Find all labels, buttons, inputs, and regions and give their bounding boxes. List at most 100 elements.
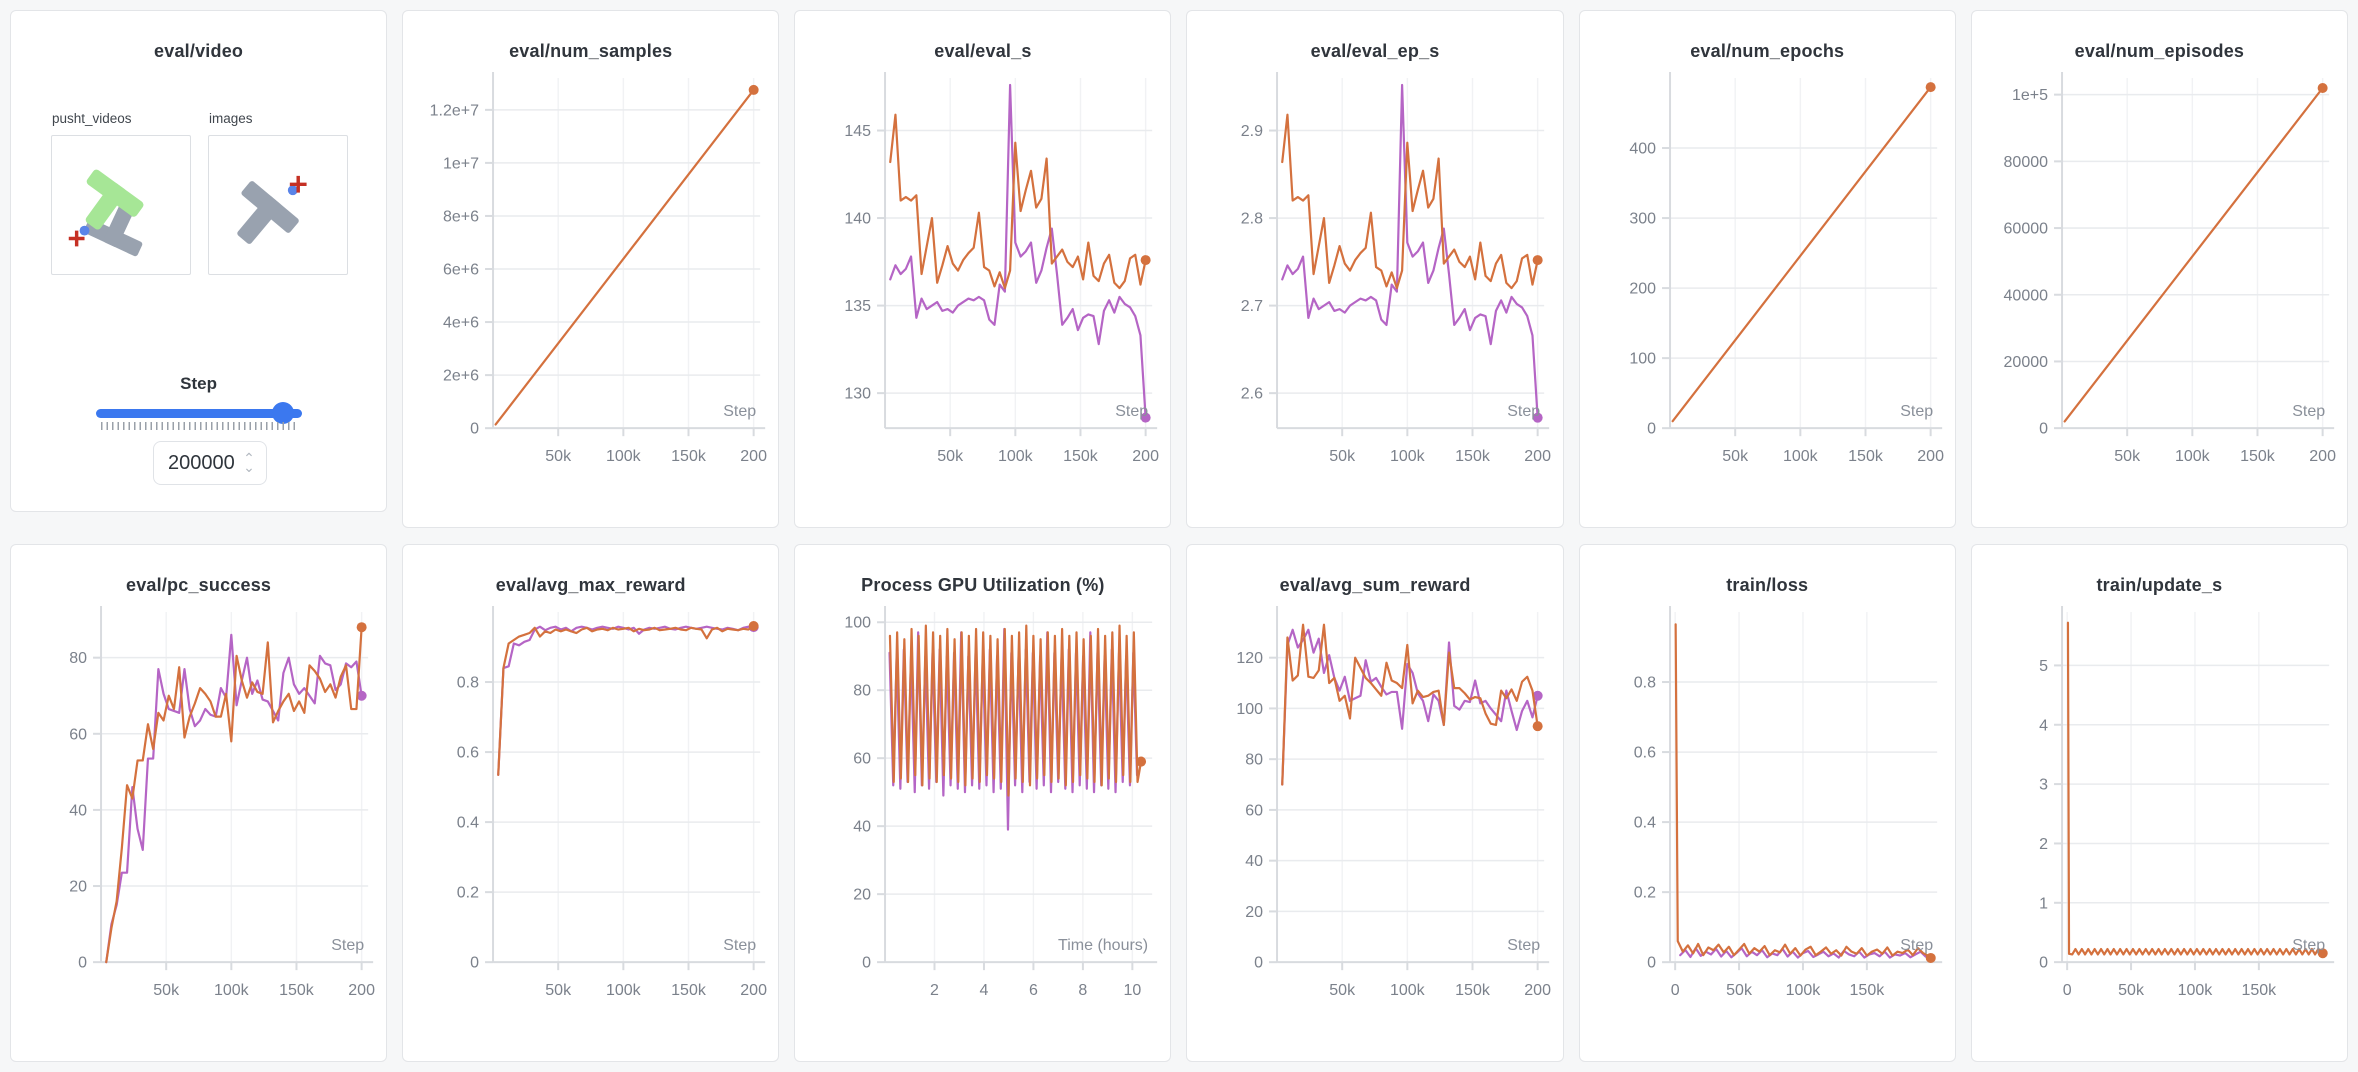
svg-text:100: 100 (1237, 701, 1264, 718)
step-stepper[interactable]: ⌃ ⌄ (238, 450, 260, 475)
svg-text:4: 4 (2039, 717, 2048, 734)
svg-text:50k: 50k (153, 982, 180, 999)
panel-title: eval/avg_sum_reward (1279, 575, 1471, 595)
panel-eval-eval-s[interactable]: eval/eval_s 50k 100k 150k 200 130 135 140 145 St… (794, 10, 1172, 528)
svg-text:150k: 150k (279, 982, 315, 999)
svg-text:100k: 100k (1390, 448, 1426, 465)
svg-text:150k: 150k (671, 982, 707, 999)
svg-text:2.8: 2.8 (1241, 211, 1263, 228)
svg-text:Step: Step (723, 403, 756, 420)
svg-text:20: 20 (854, 887, 872, 904)
svg-text:20: 20 (69, 879, 87, 896)
svg-text:6e+6: 6e+6 (443, 262, 479, 279)
svg-text:100k: 100k (998, 448, 1034, 465)
panel-title: train/update_s (2096, 575, 2223, 595)
svg-text:80000: 80000 (2003, 154, 2048, 171)
svg-text:200: 200 (1629, 281, 1656, 298)
svg-text:1: 1 (2039, 895, 2048, 912)
svg-text:100k: 100k (606, 982, 642, 999)
svg-text:80: 80 (1246, 752, 1264, 769)
svg-text:Step: Step (1116, 403, 1149, 420)
chart-train-update-s[interactable]: 0 50k 100k 150k 0 1 2 3 4 5 Step (1972, 600, 2347, 1045)
svg-text:10: 10 (1124, 982, 1142, 999)
svg-text:100k: 100k (606, 448, 642, 465)
panel-title: eval/eval_s (934, 41, 1032, 61)
chart-eval-avg-sum-reward[interactable]: 50k 100k 150k 200 0 20 40 60 80 100 120 Step (1187, 600, 1562, 1045)
panel-train-update-s[interactable]: train/update_s 0 50k 100k 150k 0 1 2 3 4 5 Step (1970, 544, 2348, 1062)
svg-text:0.6: 0.6 (1633, 745, 1655, 762)
svg-text:0.6: 0.6 (457, 745, 479, 762)
svg-text:2.9: 2.9 (1241, 123, 1263, 140)
chart-eval-num-epochs[interactable]: 50k 100k 150k 200 0 100 200 300 400 Step (1580, 66, 1955, 511)
chart-train-loss[interactable]: 0 50k 100k 150k 0 0.2 0.4 0.6 0.8 Step (1580, 600, 1955, 1045)
panel-eval-video[interactable]: eval/video pusht_videos images (10, 10, 388, 512)
panel-eval-eval-ep-s[interactable]: eval/eval_ep_s 50k 100k 150k 200 2.6 2.7 2.8 2.… (1186, 10, 1564, 528)
chart-eval-num-episodes[interactable]: 50k 100k 150k 200 0 20000 40000 60000 80000 1e+5 S… (1972, 66, 2347, 511)
panel-eval-avg-max-reward[interactable]: eval/avg_max_reward 50k 100k 150k 200 0 0.2 0.… (402, 544, 780, 1062)
svg-text:60: 60 (854, 751, 872, 768)
panel-title: eval/num_samples (509, 41, 673, 61)
svg-text:20: 20 (1246, 904, 1264, 921)
svg-text:Step: Step (2292, 937, 2325, 954)
panel-title: eval/num_episodes (2074, 41, 2245, 61)
svg-text:5: 5 (2039, 658, 2048, 675)
svg-text:4: 4 (980, 982, 989, 999)
media-label-images: images (209, 111, 253, 126)
svg-text:6: 6 (1029, 982, 1038, 999)
svg-text:2.6: 2.6 (1241, 386, 1263, 403)
svg-text:100k: 100k (2175, 448, 2211, 465)
svg-text:0: 0 (470, 955, 479, 972)
chart-eval-num-samples[interactable]: 50k 100k 150k 200 0 2e+6 4e+6 6e+6 8e+6 1e+7 1.2e+… (403, 66, 778, 511)
svg-text:150k: 150k (2240, 448, 2276, 465)
svg-text:0: 0 (1647, 421, 1656, 438)
svg-text:80: 80 (69, 650, 87, 667)
chart-eval-eval-ep-s[interactable]: 50k 100k 150k 200 2.6 2.7 2.8 2.9 Step (1187, 66, 1562, 511)
svg-text:120: 120 (1237, 650, 1264, 667)
panel-process-gpu-utilization[interactable]: Process GPU Utilization (%) 2 4 6 8 10 0 20 40 6… (794, 544, 1172, 1062)
pusht-scene-icon (68, 169, 144, 257)
svg-text:150k: 150k (1456, 448, 1492, 465)
svg-text:Step: Step (1508, 403, 1541, 420)
svg-text:150k: 150k (1848, 448, 1884, 465)
svg-text:2.7: 2.7 (1241, 298, 1263, 315)
svg-text:100: 100 (1629, 351, 1656, 368)
svg-text:50k: 50k (2118, 982, 2145, 999)
chart-eval-pc-success[interactable]: 50k 100k 150k 200 0 20 40 60 80 Step (11, 600, 386, 1045)
svg-text:150k: 150k (1456, 982, 1492, 999)
svg-text:200: 200 (740, 448, 767, 465)
svg-text:135: 135 (845, 298, 872, 315)
step-input[interactable] (154, 442, 238, 484)
svg-text:40: 40 (854, 819, 872, 836)
svg-text:0: 0 (2039, 955, 2048, 972)
svg-text:8: 8 (1079, 982, 1088, 999)
images-thumbnail[interactable] (208, 135, 348, 275)
svg-text:Step: Step (1900, 937, 1933, 954)
panel-eval-num-samples[interactable]: eval/num_samples 50k 100k 150k 200 0 2e+6 4e+6… (402, 10, 780, 528)
panel-eval-num-epochs[interactable]: eval/num_epochs 50k 100k 150k 200 0 100 200 300… (1578, 10, 1956, 528)
svg-text:2: 2 (930, 982, 939, 999)
chart-eval-avg-max-reward[interactable]: 50k 100k 150k 200 0 0.2 0.4 0.6 0.8 Step (403, 600, 778, 1045)
svg-text:0: 0 (78, 955, 87, 972)
step-slider[interactable] (96, 402, 302, 424)
panel-eval-num-episodes[interactable]: eval/num_episodes 50k 100k 150k 200 0 20000 40… (1970, 10, 2348, 528)
panel-eval-pc-success[interactable]: eval/pc_success 50k 100k 150k 200 0 20 40 60 80 S… (10, 544, 388, 1062)
svg-text:0: 0 (862, 955, 871, 972)
svg-text:8e+6: 8e+6 (443, 208, 479, 225)
stepper-up-icon[interactable]: ⌃ (243, 450, 255, 466)
chart-eval-eval-s[interactable]: 50k 100k 150k 200 130 135 140 145 Step (795, 66, 1170, 511)
svg-text:145: 145 (845, 123, 872, 140)
svg-text:40000: 40000 (2003, 287, 2048, 304)
svg-text:50k: 50k (1330, 448, 1357, 465)
panel-eval-avg-sum-reward[interactable]: eval/avg_sum_reward 50k 100k 150k 200 0 20 40 6… (1186, 544, 1564, 1062)
svg-text:50k: 50k (545, 982, 572, 999)
svg-text:60000: 60000 (2003, 221, 2048, 238)
stepper-down-icon[interactable]: ⌄ (243, 459, 255, 475)
panel-train-loss[interactable]: train/loss 0 50k 100k 150k 0 0.2 0.4 0.6 0.8 Step (1578, 544, 1956, 1062)
svg-text:140: 140 (845, 211, 872, 228)
pusht-videos-thumbnail[interactable] (51, 135, 191, 275)
step-slider-knob[interactable] (272, 402, 294, 424)
svg-text:0: 0 (1647, 955, 1656, 972)
svg-text:2e+6: 2e+6 (443, 368, 479, 385)
